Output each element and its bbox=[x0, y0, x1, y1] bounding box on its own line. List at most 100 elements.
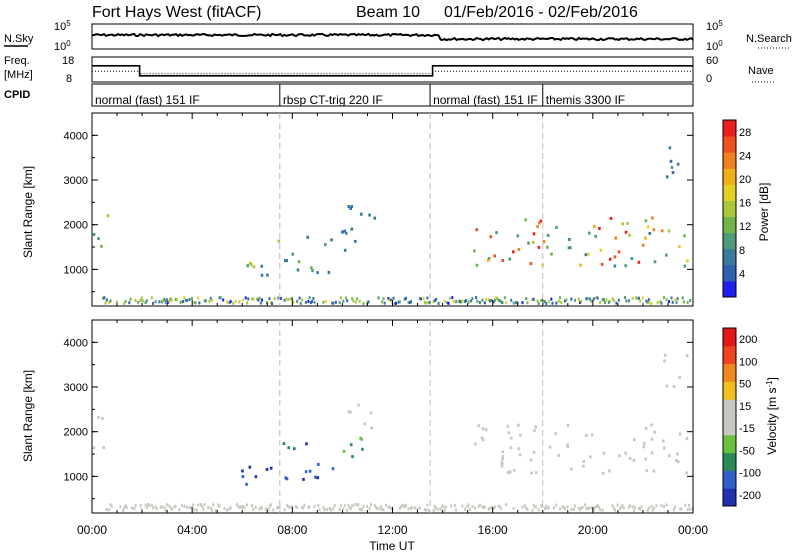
near-range-cell bbox=[188, 298, 191, 302]
beam-label: Beam 10 bbox=[356, 4, 420, 21]
near-range-cell bbox=[119, 505, 122, 509]
near-range-cell bbox=[276, 506, 279, 510]
near-range-cell bbox=[680, 507, 683, 511]
near-range-cell bbox=[144, 301, 147, 304]
near-range-cell bbox=[673, 508, 675, 512]
echo-cell bbox=[248, 261, 252, 265]
near-range-cell bbox=[636, 296, 639, 300]
near-range-cell bbox=[602, 298, 605, 301]
near-range-cell bbox=[490, 505, 493, 509]
near-range-cell bbox=[611, 297, 614, 301]
near-range-cell bbox=[140, 508, 143, 512]
near-range-cell bbox=[197, 503, 200, 507]
colorbar-swatch bbox=[723, 200, 736, 218]
echo-cell bbox=[534, 471, 538, 475]
cpid-segments: normal (fast) 151 IF rbsp CT-trig 220 IF n… bbox=[95, 84, 625, 107]
near-range-cell bbox=[481, 505, 484, 509]
echo-cell bbox=[614, 236, 617, 240]
near-range-cell bbox=[524, 504, 526, 508]
near-range-cell bbox=[246, 503, 248, 507]
colorbar-swatch bbox=[723, 232, 736, 250]
near-range-cell bbox=[580, 299, 583, 303]
near-range-cell bbox=[124, 300, 127, 303]
near-range-cell bbox=[418, 506, 421, 510]
echo-cell bbox=[311, 269, 314, 273]
near-range-cell bbox=[174, 298, 177, 301]
near-range-cell bbox=[229, 300, 232, 303]
near-range-cell bbox=[226, 300, 228, 304]
near-range-cell bbox=[660, 504, 663, 508]
echo-cell bbox=[101, 417, 104, 420]
near-range-cell bbox=[159, 505, 162, 509]
echo-cell bbox=[484, 428, 488, 432]
near-range-cell bbox=[209, 296, 212, 300]
near-range-cell bbox=[129, 297, 132, 301]
echo-cell bbox=[316, 476, 320, 480]
colorbar-swatch bbox=[723, 381, 736, 400]
echo-cell bbox=[613, 264, 617, 268]
echo-cell bbox=[650, 451, 654, 455]
near-range-cell bbox=[448, 296, 451, 300]
near-range-cell bbox=[366, 301, 369, 305]
freq-unit-label: [MHz] bbox=[4, 69, 33, 81]
echo-cell bbox=[532, 450, 536, 454]
echo-cell bbox=[92, 232, 96, 236]
near-range-cell bbox=[579, 301, 582, 304]
echo-cell bbox=[241, 469, 244, 473]
near-range-cell bbox=[483, 505, 486, 509]
near-range-cell bbox=[164, 508, 167, 512]
near-range-cell bbox=[200, 504, 203, 508]
near-range-cell bbox=[203, 503, 206, 507]
colorbar-swatch bbox=[723, 363, 736, 382]
near-range-cell bbox=[387, 297, 390, 300]
near-range-cell bbox=[155, 507, 158, 511]
near-range-cell bbox=[311, 300, 314, 304]
near-range-cell bbox=[651, 508, 654, 512]
near-range-cell bbox=[237, 504, 240, 508]
near-range-cell bbox=[165, 298, 168, 302]
near-range-cell bbox=[423, 300, 426, 304]
echo-cell bbox=[350, 205, 354, 208]
echo-cell bbox=[588, 231, 591, 235]
near-range-cell bbox=[425, 301, 428, 305]
near-range-cell bbox=[115, 300, 118, 304]
near-range-cell bbox=[487, 298, 490, 302]
near-range-cell bbox=[488, 299, 491, 303]
cpid-segment-label: themis 3300 IF bbox=[546, 93, 625, 107]
colorbar-swatch bbox=[723, 152, 736, 169]
echo-cell bbox=[357, 403, 360, 407]
echo-cell bbox=[370, 426, 373, 430]
echo-cell bbox=[609, 216, 613, 220]
near-range-cell bbox=[407, 300, 410, 304]
near-range-cell bbox=[577, 506, 580, 510]
near-range-cell bbox=[188, 505, 191, 509]
echo-cell bbox=[517, 423, 520, 427]
echo-cell bbox=[293, 447, 296, 451]
near-range-cell bbox=[271, 302, 273, 305]
echo-cell bbox=[569, 246, 572, 250]
near-range-cell bbox=[152, 301, 155, 305]
near-range-cell bbox=[164, 300, 167, 304]
near-range-cell bbox=[368, 507, 371, 511]
near-range-cell bbox=[503, 296, 506, 300]
near-range-cell bbox=[174, 504, 177, 508]
near-range-cell bbox=[208, 299, 211, 303]
echo-cell bbox=[486, 258, 490, 262]
echo-cell bbox=[599, 248, 603, 252]
near-range-cell bbox=[547, 505, 550, 509]
nave-line bbox=[92, 70, 693, 75]
near-range-cell bbox=[236, 503, 238, 507]
near-range-cell bbox=[425, 508, 428, 512]
near-range-cell bbox=[209, 506, 212, 510]
near-range-cell bbox=[599, 508, 602, 512]
near-range-cell bbox=[555, 301, 558, 305]
echo-cell bbox=[683, 264, 687, 268]
echo-cell bbox=[582, 460, 586, 463]
velocity-ylabel: Slant Range [km] bbox=[21, 370, 35, 462]
near-range-cell bbox=[210, 298, 213, 302]
near-range-cell bbox=[423, 508, 426, 512]
echo-cell bbox=[474, 442, 477, 446]
near-range-cell bbox=[457, 300, 460, 304]
near-range-cell bbox=[381, 300, 384, 304]
echo-cell bbox=[513, 468, 516, 472]
